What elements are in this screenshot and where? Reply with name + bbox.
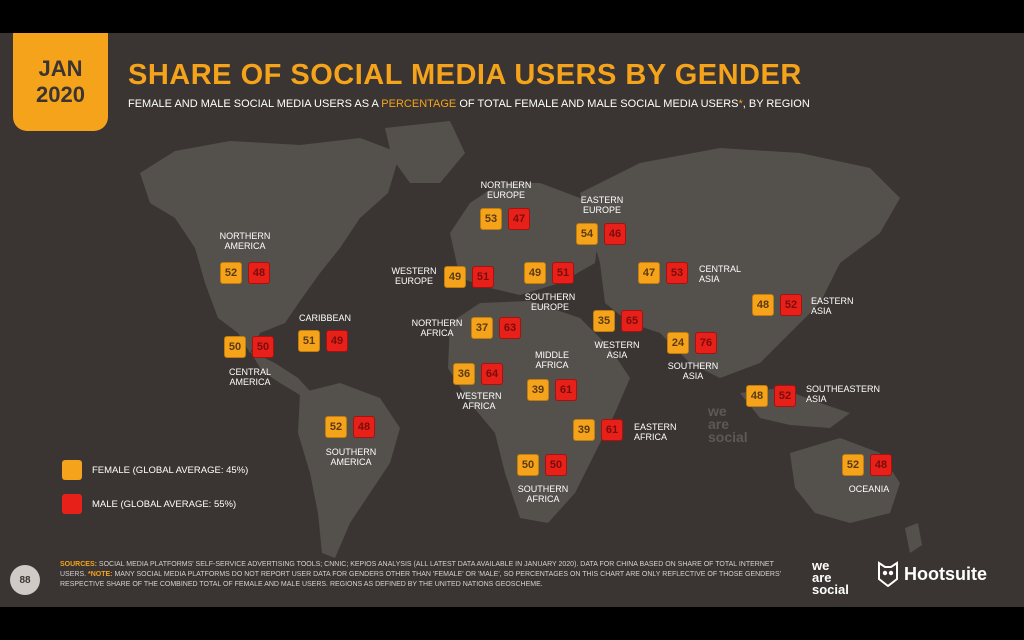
watermark: we are social bbox=[708, 403, 748, 445]
slide: JAN 2020 SHARE OF SOCIAL MEDIA USERS BY … bbox=[0, 33, 1024, 607]
female-value-southern-america: 52 bbox=[325, 416, 347, 438]
region-label-southern-asia: SOUTHERN ASIA bbox=[667, 361, 719, 381]
date-year: 2020 bbox=[36, 82, 85, 107]
region-label-southern-africa: SOUTHERN AFRICA bbox=[517, 484, 569, 504]
central-america-landmass bbox=[250, 351, 310, 395]
female-value-northern-america: 52 bbox=[220, 262, 242, 284]
female-value-central-america: 50 bbox=[224, 336, 246, 358]
region-label-middle-africa: MIDDLE AFRICA bbox=[534, 350, 570, 370]
logo-social: social bbox=[812, 582, 849, 597]
female-value-caribbean: 51 bbox=[298, 330, 320, 352]
female-value-northern-africa: 37 bbox=[471, 317, 493, 339]
region-label-caribbean: CARIBBEAN bbox=[298, 313, 352, 323]
region-label-northern-america: NORTHERN AMERICA bbox=[219, 231, 271, 251]
male-value-northern-america: 48 bbox=[248, 262, 270, 284]
region-label-northern-europe: NORTHERN EUROPE bbox=[480, 180, 532, 200]
watermark-line2: are bbox=[708, 416, 730, 432]
male-value-western-europe: 51 bbox=[472, 266, 494, 288]
female-value-western-europe: 49 bbox=[444, 266, 466, 288]
watermark-line1: we bbox=[708, 403, 727, 419]
south-america-landmass bbox=[298, 383, 400, 558]
new-zealand-landmass bbox=[905, 523, 922, 553]
female-value-western-africa: 36 bbox=[453, 363, 475, 385]
male-value-central-america: 50 bbox=[252, 336, 274, 358]
male-value-western-asia: 65 bbox=[621, 310, 643, 332]
date-month: JAN bbox=[38, 56, 83, 81]
region-label-southern-europe: SOUTHERN EUROPE bbox=[524, 292, 576, 312]
legend-female-label: FEMALE (GLOBAL AVERAGE: 45%) bbox=[92, 465, 249, 476]
region-label-central-america: CENTRAL AMERICA bbox=[228, 367, 272, 387]
male-value-southern-asia: 76 bbox=[695, 332, 717, 354]
male-value-eastern-asia: 52 bbox=[780, 294, 802, 316]
female-value-southern-europe: 49 bbox=[524, 262, 546, 284]
north-america-landmass bbox=[140, 138, 400, 353]
hootsuite-logo: Hootsuite bbox=[904, 564, 987, 584]
male-value-southeastern-asia: 52 bbox=[774, 385, 796, 407]
asia-landmass bbox=[580, 148, 900, 378]
female-value-western-asia: 35 bbox=[593, 310, 615, 332]
male-value-northern-africa: 63 bbox=[499, 317, 521, 339]
page-number: 88 bbox=[10, 565, 40, 595]
subtitle-end: , BY REGION bbox=[742, 98, 810, 110]
male-value-eastern-europe: 46 bbox=[604, 223, 626, 245]
male-value-oceania: 48 bbox=[870, 454, 892, 476]
region-label-southeastern-asia: SOUTHEASTERN ASIA bbox=[806, 384, 881, 404]
subtitle-pre: FEMALE AND MALE SOCIAL MEDIA USERS AS A bbox=[128, 98, 382, 110]
greenland-landmass bbox=[385, 121, 465, 183]
region-label-eastern-europe: EASTERN EUROPE bbox=[580, 195, 624, 215]
male-value-southern-europe: 51 bbox=[552, 262, 574, 284]
page-subtitle: FEMALE AND MALE SOCIAL MEDIA USERS AS A … bbox=[128, 98, 810, 110]
note-text: MANY SOCIAL MEDIA PLATFORMS DO NOT REPOR… bbox=[60, 571, 781, 588]
region-label-western-europe: WESTERN EUROPE bbox=[391, 266, 437, 286]
note-label: *NOTE: bbox=[88, 571, 113, 578]
logo-we: we bbox=[812, 558, 830, 573]
female-value-middle-africa: 39 bbox=[527, 379, 549, 401]
sources-text: SOCIAL MEDIA PLATFORMS' SELF-SERVICE ADV… bbox=[60, 561, 774, 578]
date-badge: JAN 2020 bbox=[13, 33, 108, 131]
female-value-eastern-asia: 48 bbox=[752, 294, 774, 316]
legend-male-label: MALE (GLOBAL AVERAGE: 55%) bbox=[92, 499, 237, 510]
legend-male-swatch bbox=[62, 494, 82, 514]
australia-landmass bbox=[790, 438, 900, 523]
female-value-eastern-europe: 54 bbox=[576, 223, 598, 245]
male-value-middle-africa: 61 bbox=[555, 379, 577, 401]
female-value-northern-europe: 53 bbox=[480, 208, 502, 230]
region-label-southern-america: SOUTHERN AMERICA bbox=[325, 447, 377, 467]
logo-are: are bbox=[812, 570, 832, 585]
region-label-eastern-africa: EASTERN AFRICA bbox=[634, 422, 677, 442]
subtitle-post: OF TOTAL FEMALE AND MALE SOCIAL MEDIA US… bbox=[456, 98, 739, 110]
subtitle-highlight: PERCENTAGE bbox=[381, 98, 457, 110]
region-label-central-asia: CENTRAL ASIA bbox=[699, 264, 742, 284]
male-value-northern-europe: 47 bbox=[508, 208, 530, 230]
watermark-line3: social bbox=[708, 429, 748, 445]
region-label-western-africa: WESTERN AFRICA bbox=[456, 391, 502, 411]
sources-label: SOURCES: bbox=[60, 561, 97, 568]
female-value-central-asia: 47 bbox=[638, 262, 660, 284]
sources-note: SOURCES: SOCIAL MEDIA PLATFORMS' SELF-SE… bbox=[60, 560, 790, 590]
we-are-social-logo: we are social bbox=[812, 558, 849, 597]
male-value-southern-america: 48 bbox=[353, 416, 375, 438]
region-label-northern-africa: NORTHERN AFRICA bbox=[411, 318, 463, 338]
female-value-southern-africa: 50 bbox=[517, 454, 539, 476]
male-value-central-asia: 53 bbox=[666, 262, 688, 284]
male-value-western-africa: 64 bbox=[481, 363, 503, 385]
region-label-eastern-asia: EASTERN ASIA bbox=[811, 296, 854, 316]
legend-female-swatch bbox=[62, 460, 82, 480]
female-value-oceania: 52 bbox=[842, 454, 864, 476]
subtitle-star: * bbox=[738, 98, 743, 110]
region-label-oceania: OCEANIA bbox=[848, 484, 890, 494]
male-value-caribbean: 49 bbox=[326, 330, 348, 352]
male-value-eastern-africa: 61 bbox=[601, 419, 623, 441]
page-title: SHARE OF SOCIAL MEDIA USERS BY GENDER bbox=[128, 59, 802, 91]
female-value-southern-asia: 24 bbox=[667, 332, 689, 354]
africa-landmass bbox=[448, 301, 630, 523]
region-label-western-asia: WESTERN ASIA bbox=[594, 340, 640, 360]
female-value-southeastern-asia: 48 bbox=[746, 385, 768, 407]
hootsuite-owl-icon bbox=[878, 561, 898, 587]
female-value-eastern-africa: 39 bbox=[573, 419, 595, 441]
male-value-southern-africa: 50 bbox=[545, 454, 567, 476]
